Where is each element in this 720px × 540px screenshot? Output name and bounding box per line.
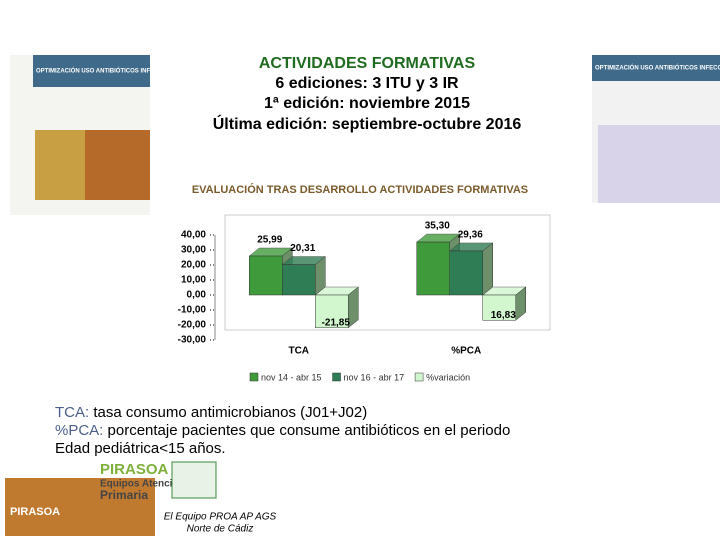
logo-line: Equipos Atención [100,479,185,490]
note-text: Edad pediátrica<15 años. [55,440,226,457]
bar [249,255,283,296]
bar [416,241,450,296]
credit: Norte de Cádiz [187,524,254,535]
legend-swatch [249,372,259,382]
bar [282,264,316,296]
legend-swatch [332,372,341,382]
legend-label: nov 16 - abr 17 [344,372,405,382]
value-label: 29,36 [458,230,483,241]
thumb-banner [33,55,150,87]
slide-subtitle: 6 ediciones: 3 ITU y 3 IR [275,75,459,92]
note-text: porcentaje pacientes que consume antibió… [103,422,510,439]
y-tick-label: 20,00 [181,260,206,271]
bar [482,294,516,321]
logo-badge: PIRASOA [10,506,60,518]
thumb-image [598,125,720,203]
thumb-title: OPTIMIZACIÓN USO ANTIBIÓTICOS INFECCIONE… [595,64,720,72]
value-label: 25,99 [257,235,282,246]
note: Edad pediátrica<15 años. [55,440,226,457]
bar [449,250,483,296]
thumb-image [35,130,85,200]
y-tick-label: 30,00 [181,245,206,256]
slide-title: ACTIVIDADES FORMATIVAS [259,55,476,72]
note: %PCA: porcentaje pacientes que consume a… [55,422,510,439]
chart-title: EVALUACIÓN TRAS DESARROLLO ACTIVIDADES F… [192,183,528,196]
legend-label: nov 14 - abr 15 [261,372,322,382]
logo-photo [5,478,155,536]
logo-name: PIRASOA [100,461,169,478]
note-term: %PCA: [55,422,103,439]
legend-label: %variación [426,372,470,382]
thumb-title: OPTIMIZACIÓN USO ANTIBIÓTICOS INFECCIONE… [36,67,216,75]
value-label: 16,83 [491,310,516,321]
y-tick-label: 10,00 [181,275,206,286]
logo-line: Primaria [100,488,148,502]
bar [315,294,349,329]
value-label: -21,85 [322,317,351,328]
y-tick-label: 40,00 [181,230,206,241]
value-label: 35,30 [425,221,450,232]
slide-subtitle: 1ª edición: noviembre 2015 [264,95,470,112]
slide-subtitle: Última edición: septiembre-octubre 2016 [213,114,522,133]
plot-wall [224,214,551,331]
note-text: tasa consumo antimicrobianos (J01+J02) [89,404,367,421]
y-tick-label: -20,00 [178,320,207,331]
logo-emblem [171,461,217,499]
x-tick-label: TCA [288,346,309,357]
legend-swatch [414,372,424,382]
y-tick-label: -10,00 [178,305,207,316]
x-tick-label: %PCA [451,346,481,357]
bar-side [482,242,493,296]
credit: El Equipo PROA AP AGS [164,512,277,523]
value-label: 20,31 [290,243,315,254]
y-tick-label: -30,00 [178,335,207,346]
thumb-banner [592,55,720,81]
note: TCA: tasa consumo antimicrobianos (J01+J… [55,404,367,421]
thumb-image [85,130,150,200]
note-term: TCA: [55,404,89,421]
y-tick-label: 0,00 [187,290,207,301]
